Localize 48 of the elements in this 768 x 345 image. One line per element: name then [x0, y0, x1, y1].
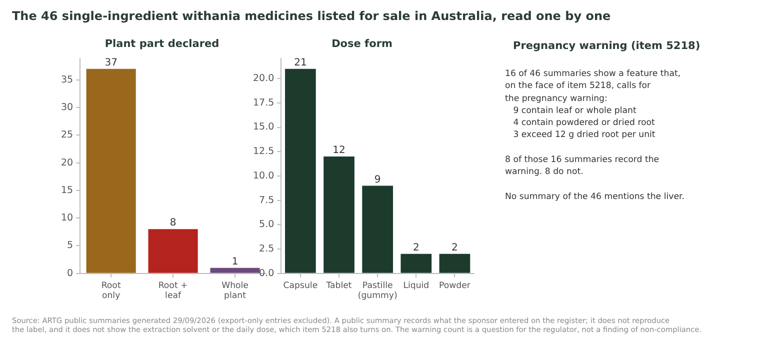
x-tick-label: Root + leaf: [158, 280, 188, 302]
y-tick-label: 35: [60, 74, 74, 86]
chart-title: Dose form: [332, 38, 392, 50]
bar: [324, 156, 354, 273]
data-label: 9: [374, 174, 381, 186]
y-tick-label: 25: [60, 130, 74, 141]
bar: [400, 254, 432, 273]
text: The 46 single-ingredient withania medicines listed for sale in Australia, read one by one: [12, 9, 611, 23]
y-tick-label: 20: [60, 157, 74, 168]
y-tick-label: 17.5: [252, 97, 274, 108]
y-tick-label: 5.0: [259, 219, 274, 230]
bar: [210, 268, 260, 273]
data-label: 1: [232, 256, 238, 268]
x-tick-label: Capsule: [283, 280, 318, 291]
y-tick-label: 2.5: [259, 243, 274, 254]
y-tick-label: 12.5: [252, 146, 274, 158]
y-tick-label: 15: [60, 184, 74, 196]
bar: [148, 229, 198, 273]
bar: [86, 68, 136, 273]
bar: [285, 68, 316, 273]
text: 8 of those 16 summaries record the warning. 8 do not.: [505, 154, 660, 179]
y-tick-label: 10.0: [252, 170, 274, 182]
y-tick-label: 7.5: [259, 194, 274, 206]
data-label: 8: [170, 218, 176, 229]
text: No summary of the 46 mentions the liver.: [505, 190, 686, 204]
y-tick-label: 5: [67, 240, 74, 252]
x-tick-label: Liquid: [403, 280, 430, 291]
y-tick-label: 10: [60, 212, 74, 224]
data-label: 21: [294, 57, 307, 68]
text: 16 of 46 summaries show a feature that, on the face of item 5218, calls for the pregnancy warning: 9 contain leaf or whole plant 4 contain powdered or dried root 3 exceed 12 g dried root per unit: [505, 68, 682, 142]
data-label: 12: [332, 145, 346, 156]
y-tick-label: 0: [67, 268, 74, 279]
data-label: 2: [452, 242, 458, 254]
y-tick-label: 0.0: [259, 268, 274, 279]
x-tick-label: Whole plant: [222, 280, 248, 302]
chart-title: Plant part declared: [104, 38, 220, 50]
bar: [439, 254, 470, 273]
data-label: 37: [104, 57, 118, 68]
y-tick-label: 30: [60, 102, 74, 113]
bar: [362, 186, 394, 273]
x-tick-label: Powder: [438, 280, 471, 291]
text: Pregnancy warning (item 5218): [513, 40, 702, 52]
x-tick-label: Tablet: [325, 280, 352, 291]
x-tick-label: Pastille (gummy): [358, 280, 398, 302]
x-tick-label: Root only: [101, 280, 122, 302]
y-tick-label: 20.0: [252, 73, 274, 84]
data-label: 2: [412, 242, 420, 254]
y-tick-label: 15.0: [252, 122, 274, 133]
